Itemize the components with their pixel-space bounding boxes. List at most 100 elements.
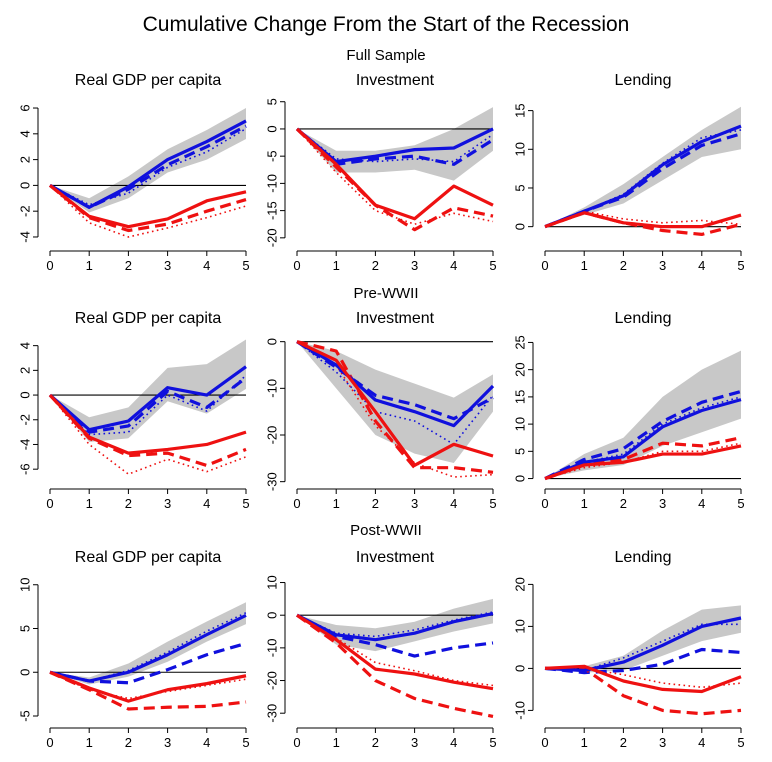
x-tick-label: 5 xyxy=(489,496,496,511)
panel-title: Investment xyxy=(356,549,435,566)
series-red-solid xyxy=(296,340,494,467)
y-tick-label: -30 xyxy=(265,704,280,723)
y-tick-label: -15 xyxy=(265,201,280,220)
y-tick-label: 20 xyxy=(513,362,528,376)
panel-title: Real GDP per capita xyxy=(75,549,222,566)
confidence-band xyxy=(50,108,246,213)
series-red-solid xyxy=(544,211,742,229)
x-tick-label: 3 xyxy=(411,258,418,273)
panel-title: Real GDP per capita xyxy=(75,310,222,327)
panel-title: Lending xyxy=(615,549,672,566)
panel-3-2: Investment 0 1 2 3 4 5 -30 -20 -10 0 10 xyxy=(265,549,497,750)
x-tick-label: 3 xyxy=(411,735,418,750)
x-tick-label: 0 xyxy=(293,735,300,750)
panel-2-1: Real GDP per capita 0 1 2 3 4 5 -6 -4 -2 0 2 4 xyxy=(18,310,250,511)
series-red-solid xyxy=(49,184,247,229)
x-tick-label: 1 xyxy=(333,496,340,511)
panel-3-1: Real GDP per capita 0 1 2 3 4 5 -5 0 5 10 xyxy=(18,549,250,750)
row-title: Pre-WWII xyxy=(354,285,419,302)
series-red-dotted xyxy=(296,340,494,478)
confidence-band xyxy=(545,605,741,673)
x-tick-label: 2 xyxy=(125,735,132,750)
series-blue-dotted xyxy=(296,341,494,446)
y-tick-label: 10 xyxy=(265,575,280,589)
x-tick-label: 0 xyxy=(541,258,548,273)
x-tick-label: 3 xyxy=(659,258,666,273)
x-tick-label: 0 xyxy=(46,258,53,273)
x-tick-label: 5 xyxy=(489,258,496,273)
x-tick-label: 2 xyxy=(620,735,627,750)
x-tick-label: 2 xyxy=(372,735,379,750)
figure-title: Cumulative Change From the Start of the … xyxy=(143,13,630,36)
y-tick-label: 25 xyxy=(513,335,528,349)
x-tick-label: 1 xyxy=(86,258,93,273)
y-tick-label: -2 xyxy=(18,414,33,426)
x-tick-label: 1 xyxy=(86,496,93,511)
y-tick-label: 10 xyxy=(513,619,528,633)
y-tick-label: -6 xyxy=(18,463,33,475)
y-tick-label: -10 xyxy=(513,701,528,720)
y-tick-label: 2 xyxy=(18,156,33,163)
y-tick-label: -5 xyxy=(18,710,33,722)
y-tick-label: 20 xyxy=(513,577,528,591)
series-red-dotted xyxy=(49,184,247,238)
series-red-dashed xyxy=(296,340,494,474)
y-tick-label: 0 xyxy=(513,665,528,672)
series-blue-solid xyxy=(48,365,247,432)
series-blue-solid xyxy=(295,127,494,164)
series-red-solid xyxy=(295,127,494,221)
confidence-band xyxy=(50,339,246,442)
series-blue-dashed xyxy=(544,389,742,480)
confidence-band xyxy=(297,598,493,652)
panel-title: Lending xyxy=(615,72,672,89)
series-red-dashed xyxy=(295,127,494,232)
y-tick-label: 6 xyxy=(18,104,33,111)
x-tick-label: 3 xyxy=(164,496,171,511)
y-tick-label: 0 xyxy=(513,475,528,482)
x-tick-label: 1 xyxy=(581,735,588,750)
x-tick-label: 5 xyxy=(737,735,744,750)
x-tick-label: 4 xyxy=(698,258,705,273)
x-tick-label: 2 xyxy=(372,496,379,511)
panel-1-1: Real GDP per capita 0 1 2 3 4 5 -4 -2 0 2 4 6 xyxy=(18,72,250,273)
y-tick-label: 0 xyxy=(265,612,280,619)
y-tick-label: 15 xyxy=(513,103,528,117)
x-tick-label: 1 xyxy=(333,735,340,750)
series-red-solid xyxy=(296,613,494,691)
x-tick-label: 4 xyxy=(203,496,210,511)
y-tick-label: 5 xyxy=(513,184,528,191)
series-blue-solid xyxy=(296,340,495,428)
series-blue-dotted xyxy=(49,127,247,206)
panel-3-3: Lending 0 1 2 3 4 5 -10 0 10 20 xyxy=(513,549,745,750)
x-tick-label: 2 xyxy=(125,496,132,511)
y-tick-label: 5 xyxy=(513,448,528,455)
x-tick-label: 2 xyxy=(125,258,132,273)
x-tick-label: 2 xyxy=(620,496,627,511)
y-tick-label: 0 xyxy=(18,182,33,189)
y-tick-label: 0 xyxy=(18,669,33,676)
x-tick-label: 3 xyxy=(164,258,171,273)
x-tick-label: 5 xyxy=(737,496,744,511)
y-tick-label: -10 xyxy=(265,174,280,193)
y-tick-label: -20 xyxy=(265,228,280,247)
x-tick-label: 0 xyxy=(46,735,53,750)
panel-1-2: Investment 0 1 2 3 4 5 -20 -15 -10 -5 0 5 xyxy=(265,72,497,273)
row-title: Post-WWII xyxy=(350,522,422,539)
x-tick-label: 5 xyxy=(242,735,249,750)
panel-title: Investment xyxy=(356,72,435,89)
series-blue-dotted xyxy=(49,612,247,682)
x-tick-label: 3 xyxy=(411,496,418,511)
y-tick-label: -10 xyxy=(265,379,280,398)
x-tick-label: 4 xyxy=(203,258,210,273)
panel-title: Investment xyxy=(356,310,435,327)
x-tick-label: 5 xyxy=(242,258,249,273)
series-blue-solid xyxy=(296,612,494,642)
x-tick-label: 4 xyxy=(450,496,457,511)
y-tick-label: -20 xyxy=(265,426,280,445)
panel-2-2: Investment 0 1 2 3 4 5 -30 -20 -10 0 xyxy=(265,310,497,511)
x-tick-label: 3 xyxy=(659,496,666,511)
series-red-solid xyxy=(544,444,742,481)
y-tick-label: -4 xyxy=(18,231,33,243)
